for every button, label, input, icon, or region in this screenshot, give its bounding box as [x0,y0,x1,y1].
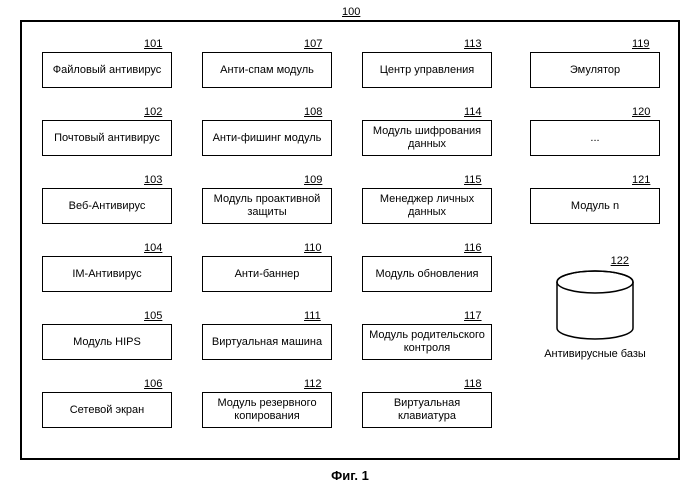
module-box: Модуль родительского контроля [362,324,492,360]
module-box: Анти-баннер [202,256,332,292]
module-box: Файловый антивирус [42,52,172,88]
module-ref: 107 [304,39,322,50]
module-ref: 109 [304,175,322,186]
module-box: Модуль HIPS [42,324,172,360]
module-ref: 103 [144,175,162,186]
module-ref: 112 [304,379,322,390]
module-box: ... [530,120,660,156]
module-box: Веб-Антивирус [42,188,172,224]
module-box: Модуль проактивной защиты [202,188,332,224]
module-box: Модуль обновления [362,256,492,292]
module-ref: 104 [144,243,162,254]
module-box: Модуль n [530,188,660,224]
frame-ref: 100 [342,7,360,18]
module-box: Анти-фишинг модуль [202,120,332,156]
module-ref: 118 [464,379,482,390]
module-box: Центр управления [362,52,492,88]
module-ref: 119 [632,39,650,50]
module-box: Менеджер личных данных [362,188,492,224]
module-box: Модуль резервного копирования [202,392,332,428]
diagram-frame: 100 122 Антивирусные базы Файловый антив… [20,20,680,460]
module-ref: 113 [464,39,482,50]
module-ref: 102 [144,107,162,118]
module-ref: 121 [632,175,650,186]
module-box: Виртуальная машина [202,324,332,360]
db-ref: 122 [611,256,629,267]
module-box: Эмулятор [530,52,660,88]
module-box: Сетевой экран [42,392,172,428]
module-box: Модуль шифрования данных [362,120,492,156]
module-ref: 115 [464,175,482,186]
module-ref: 105 [144,311,162,322]
figure-caption: Фиг. 1 [331,468,369,483]
module-ref: 116 [464,243,482,254]
db-label: Антивирусные базы [525,348,665,360]
module-ref: 111 [304,311,321,322]
module-ref: 117 [464,311,482,322]
module-ref: 114 [464,107,482,118]
module-box: Анти-спам модуль [202,52,332,88]
module-box: Почтовый антивирус [42,120,172,156]
module-ref: 120 [632,107,650,118]
module-ref: 110 [304,243,322,254]
module-box: IM-Антивирус [42,256,172,292]
module-ref: 101 [144,39,162,50]
module-box: Виртуальная клавиатура [362,392,492,428]
database-cylinder: 122 [555,270,635,340]
module-ref: 106 [144,379,162,390]
module-ref: 108 [304,107,322,118]
